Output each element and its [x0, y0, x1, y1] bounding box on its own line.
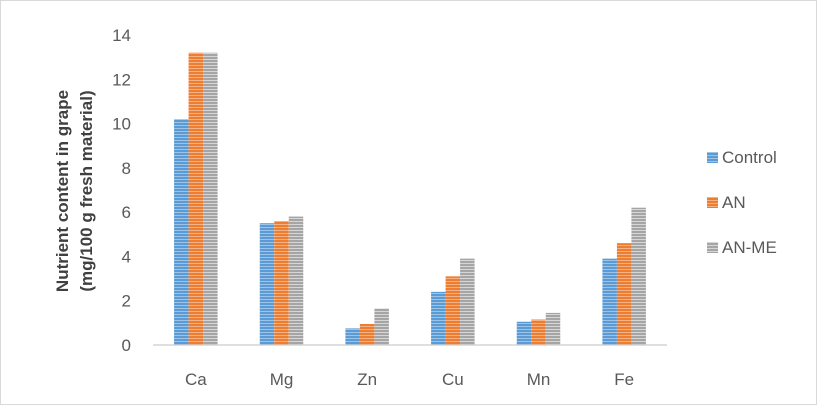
bar-an-cu [445, 276, 461, 345]
legend-label-an-me: AN-ME [722, 238, 777, 257]
y-axis-title-line2: (mg/100 g fresh material) [77, 90, 96, 291]
bar-an-mg [274, 221, 289, 345]
x-tick-label-mg: Mg [270, 370, 294, 389]
bar-an-me-mn [545, 312, 561, 345]
x-axis-ticks: Ca Mg Zn Cu Mn Fe [185, 370, 634, 389]
legend-swatch-control [707, 152, 718, 163]
legend-label-control: Control [722, 148, 777, 167]
y-axis-title: Nutrient content in grape (mg/100 g fres… [53, 90, 96, 292]
y-tick-label: 0 [122, 336, 131, 355]
y-tick-label: 8 [122, 159, 131, 178]
x-tick-label-mn: Mn [527, 370, 551, 389]
bar-an-me-cu [460, 258, 475, 345]
y-axis-title-line1: Nutrient content in grape [53, 90, 72, 292]
legend: Control AN AN-ME [707, 148, 777, 257]
bar-an-me-zn [374, 308, 389, 345]
y-tick-label: 2 [122, 292, 131, 311]
bars [174, 52, 646, 346]
y-tick-label: 6 [122, 203, 131, 222]
y-tick-label: 12 [112, 70, 131, 89]
bar-control-zn [345, 328, 360, 345]
legend-label-an: AN [722, 193, 746, 212]
bar-control-mg [259, 223, 275, 345]
legend-swatch-an [707, 197, 718, 208]
bar-control-cu [431, 291, 446, 345]
x-tick-label-ca: Ca [185, 370, 207, 389]
x-tick-label-cu: Cu [442, 370, 464, 389]
y-tick-label: 10 [112, 115, 131, 134]
bar-an-mn [531, 319, 546, 345]
bar-an-zn [359, 323, 375, 345]
y-tick-label: 4 [122, 247, 131, 266]
bar-an-me-fe [631, 207, 646, 345]
bar-an-fe [616, 243, 632, 345]
y-tick-label: 14 [112, 26, 131, 45]
bar-control-mn [516, 321, 532, 345]
y-axis-ticks: 0 2 4 6 8 10 12 14 [112, 26, 131, 355]
x-tick-label-zn: Zn [357, 370, 377, 389]
bar-control-fe [602, 258, 617, 345]
bar-an-me-mg [288, 216, 304, 345]
bar-an-ca [188, 52, 204, 345]
bar-an-me-ca [203, 52, 218, 345]
legend-swatch-an-me [707, 242, 718, 253]
x-tick-label-fe: Fe [614, 370, 634, 389]
bar-control-ca [174, 119, 189, 346]
